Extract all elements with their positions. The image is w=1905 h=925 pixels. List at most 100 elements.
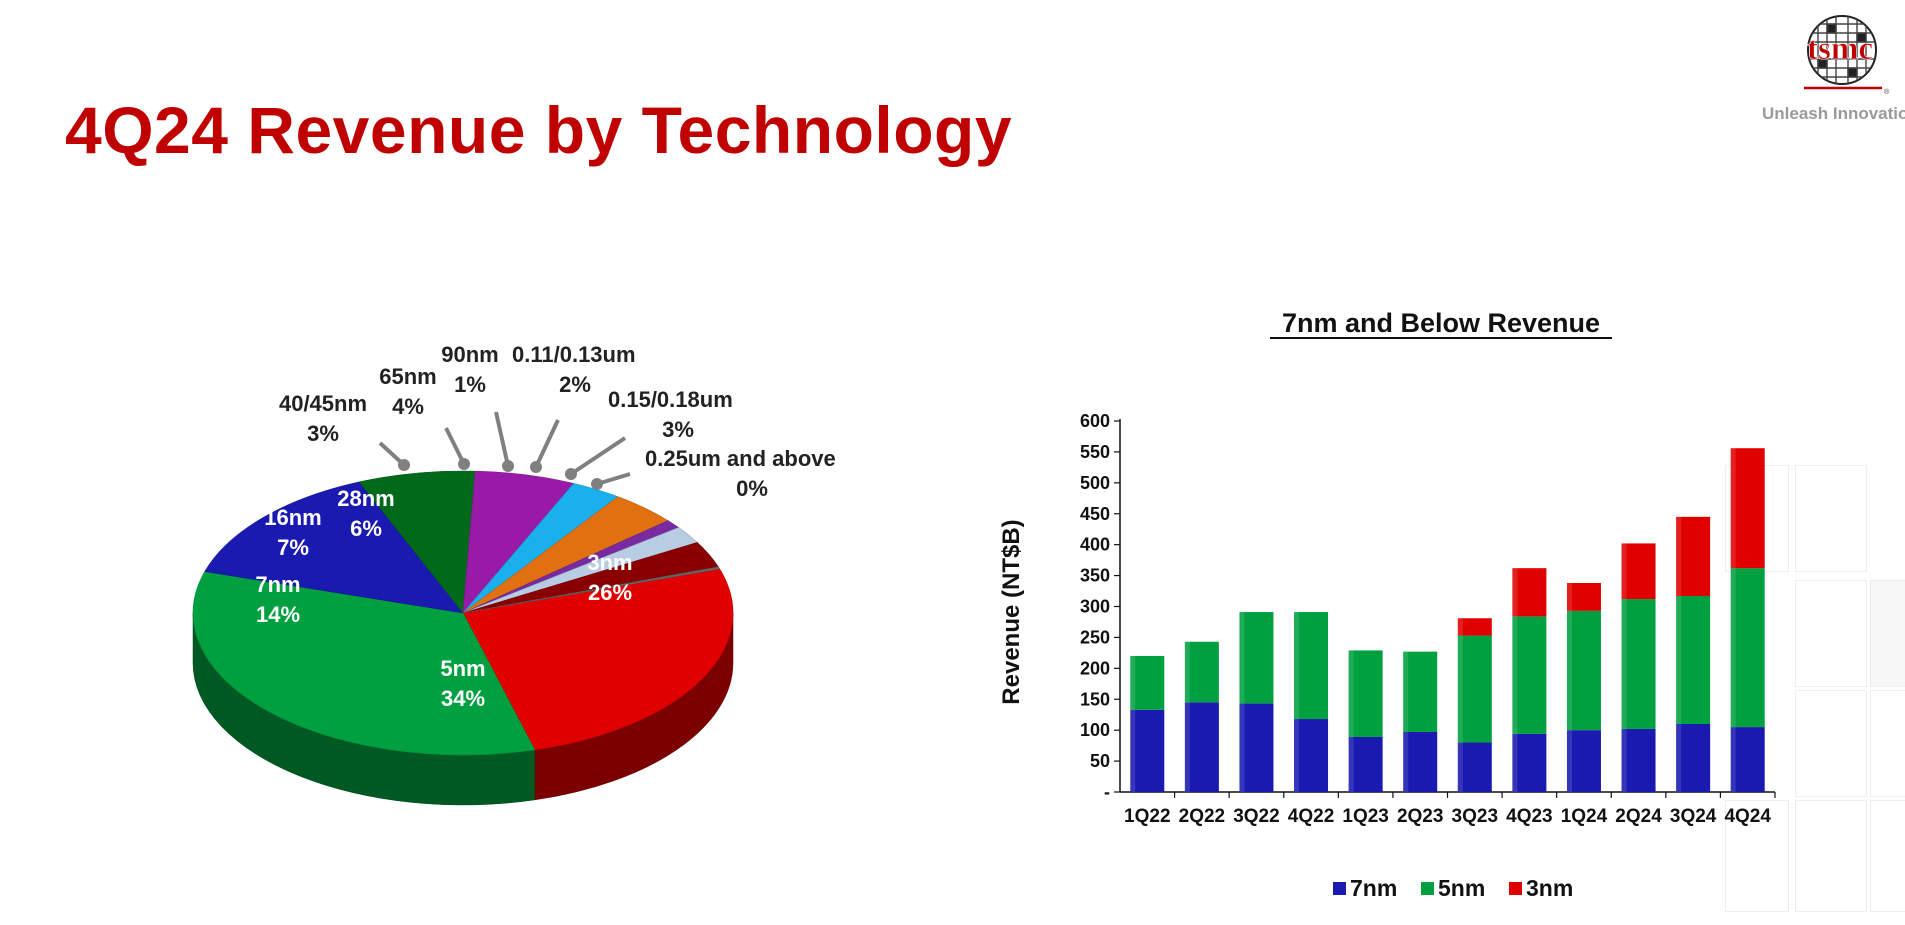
bar-highlight <box>1457 635 1463 743</box>
y-tick-label: 150 <box>1080 689 1110 709</box>
bar-segment-5nm <box>1184 641 1219 703</box>
pie-leader-dot <box>458 458 470 470</box>
bar-segment-7nm <box>1730 727 1765 792</box>
pie-percent: 14% <box>256 602 300 627</box>
x-tick-label: 3Q22 <box>1233 806 1279 827</box>
bar-highlight <box>1184 702 1190 792</box>
bar-segment-7nm <box>1184 702 1219 792</box>
legend-swatch-5nm <box>1421 882 1434 895</box>
bar-highlight <box>1566 610 1572 731</box>
bar-highlight <box>1512 616 1518 734</box>
x-tick-label: 4Q24 <box>1724 806 1771 827</box>
logo-wordmark: tsmc <box>1807 31 1873 67</box>
bar-highlight <box>1621 599 1627 729</box>
x-tick-label: 4Q22 <box>1288 806 1334 827</box>
pie-label: 5nm <box>440 656 485 681</box>
bar-highlight <box>1130 655 1136 710</box>
background-tile <box>1795 465 1867 572</box>
bar-segment-5nm <box>1239 612 1274 704</box>
legend-label: 3nm <box>1526 875 1573 901</box>
background-tile <box>1725 800 1789 912</box>
pie-label: 16nm <box>264 505 321 530</box>
bar-segment-7nm <box>1130 709 1165 792</box>
pie-percent: 0% <box>736 476 768 501</box>
pie-percent: 26% <box>588 580 632 605</box>
x-tick-label: 1Q22 <box>1124 806 1170 827</box>
pie-leader-dot <box>398 459 410 471</box>
bar-highlight <box>1566 583 1572 611</box>
bar-segment-5nm <box>1512 616 1547 734</box>
bar-highlight <box>1457 618 1463 636</box>
pie-slice <box>192 571 536 756</box>
y-tick-label: - <box>1104 782 1110 802</box>
pie-leader-line <box>569 436 627 476</box>
y-axis-label: Revenue (NT$B) <box>998 519 1025 704</box>
bar-segment-5nm <box>1348 650 1383 737</box>
pie-leader-line <box>534 419 560 468</box>
background-tile <box>1795 690 1867 797</box>
bar-highlight <box>1348 736 1354 792</box>
pie-label: 0.15/0.18um <box>608 387 733 412</box>
pie-label: 28nm <box>337 486 394 511</box>
y-tick-label: 450 <box>1080 504 1110 524</box>
bar-highlight <box>1457 742 1463 792</box>
legend-label: 7nm <box>1350 875 1397 901</box>
bar-highlight <box>1730 727 1736 792</box>
bar-highlight <box>1294 612 1300 720</box>
tsmc-logo: tsmc ® <box>1790 10 1890 100</box>
bar-highlight <box>1184 641 1190 703</box>
bar-highlight <box>1566 730 1572 792</box>
bar-segment-3nm <box>1512 568 1547 617</box>
bar-segment-5nm <box>1621 599 1656 729</box>
page-title: 4Q24 Revenue by Technology <box>65 93 1013 167</box>
pie-leader-dot <box>502 460 514 472</box>
pie-label: 90nm <box>441 342 498 367</box>
x-tick-label: 1Q24 <box>1561 806 1608 827</box>
pie-label: 40/45nm <box>279 391 367 416</box>
bar-segment-7nm <box>1566 730 1601 792</box>
pie-label: 0.11/0.13um <box>512 342 636 367</box>
pie-percent: 2% <box>559 372 591 397</box>
x-tick-label: 3Q24 <box>1670 806 1717 827</box>
bar-segment-3nm <box>1676 516 1711 596</box>
bar-segment-7nm <box>1676 723 1711 792</box>
tagline: Unleash Innovatio <box>1762 104 1905 123</box>
x-tick-label: 4Q23 <box>1506 806 1552 827</box>
bar-segment-5nm <box>1676 595 1711 724</box>
y-tick-label: 300 <box>1080 597 1110 617</box>
y-tick-label: 250 <box>1080 627 1110 647</box>
bar-segment-3nm <box>1457 618 1492 636</box>
background-tile <box>1870 580 1905 687</box>
bar-highlight <box>1130 709 1136 792</box>
bar-highlight <box>1676 516 1682 596</box>
legend-label: 5nm <box>1438 875 1485 901</box>
x-tick-label: 3Q23 <box>1452 806 1498 827</box>
pie-percent: 3% <box>307 421 339 446</box>
bar-segment-5nm <box>1730 568 1765 728</box>
x-tick-label: 2Q23 <box>1397 806 1443 827</box>
pie-leader-line <box>444 427 466 465</box>
bar-highlight <box>1294 719 1300 792</box>
bar-segment-3nm <box>1621 543 1656 600</box>
background-tile <box>1795 580 1867 687</box>
y-tick-label: 400 <box>1080 535 1110 555</box>
bar-segment-7nm <box>1457 742 1492 792</box>
pie-leader-dot <box>530 461 542 473</box>
pie-slice <box>358 470 476 614</box>
y-tick-label: 600 <box>1080 411 1110 431</box>
pie-label: 0.25um and above <box>645 446 836 471</box>
y-tick-label: 350 <box>1080 566 1110 586</box>
y-tick-label: 550 <box>1080 442 1110 462</box>
pie-percent: 6% <box>350 516 382 541</box>
pie-slice <box>204 481 464 614</box>
bar-highlight <box>1730 448 1736 569</box>
bar-highlight <box>1239 612 1245 704</box>
pie-leader-dot <box>591 478 603 490</box>
legend-swatch-7nm <box>1333 882 1346 895</box>
pie-slice <box>462 566 734 751</box>
pie-leader-line <box>494 411 510 467</box>
pie-percent: 1% <box>454 372 486 397</box>
bar-segment-3nm <box>1730 448 1765 569</box>
